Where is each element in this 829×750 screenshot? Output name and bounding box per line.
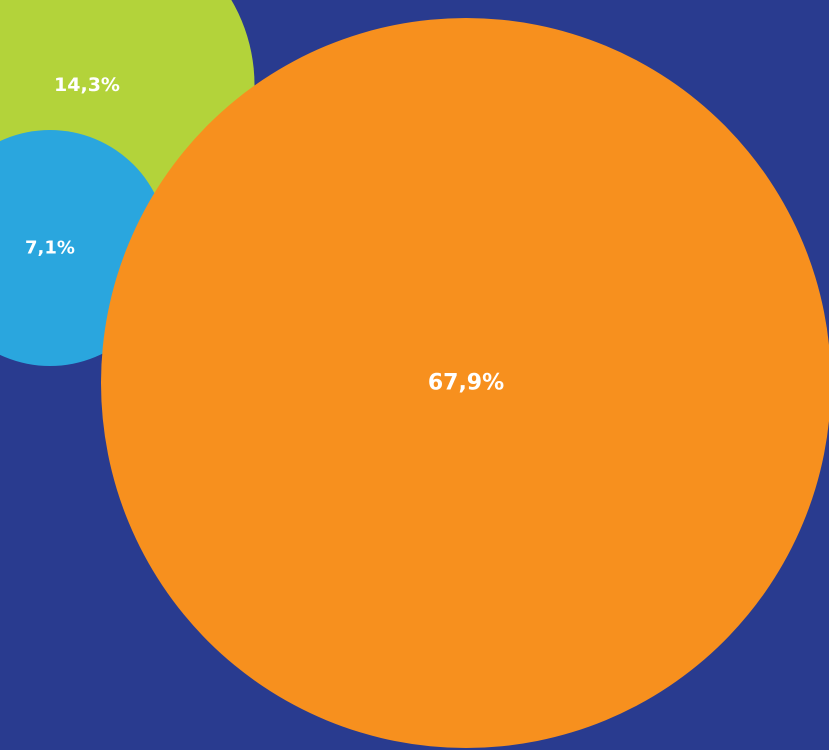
bubble-67-9 [101, 18, 829, 748]
bubble-14-3-label: 14,3% [54, 74, 120, 96]
bubble-7-1-label: 7,1% [25, 238, 75, 259]
bubble-67-9-label: 67,9% [428, 371, 504, 396]
